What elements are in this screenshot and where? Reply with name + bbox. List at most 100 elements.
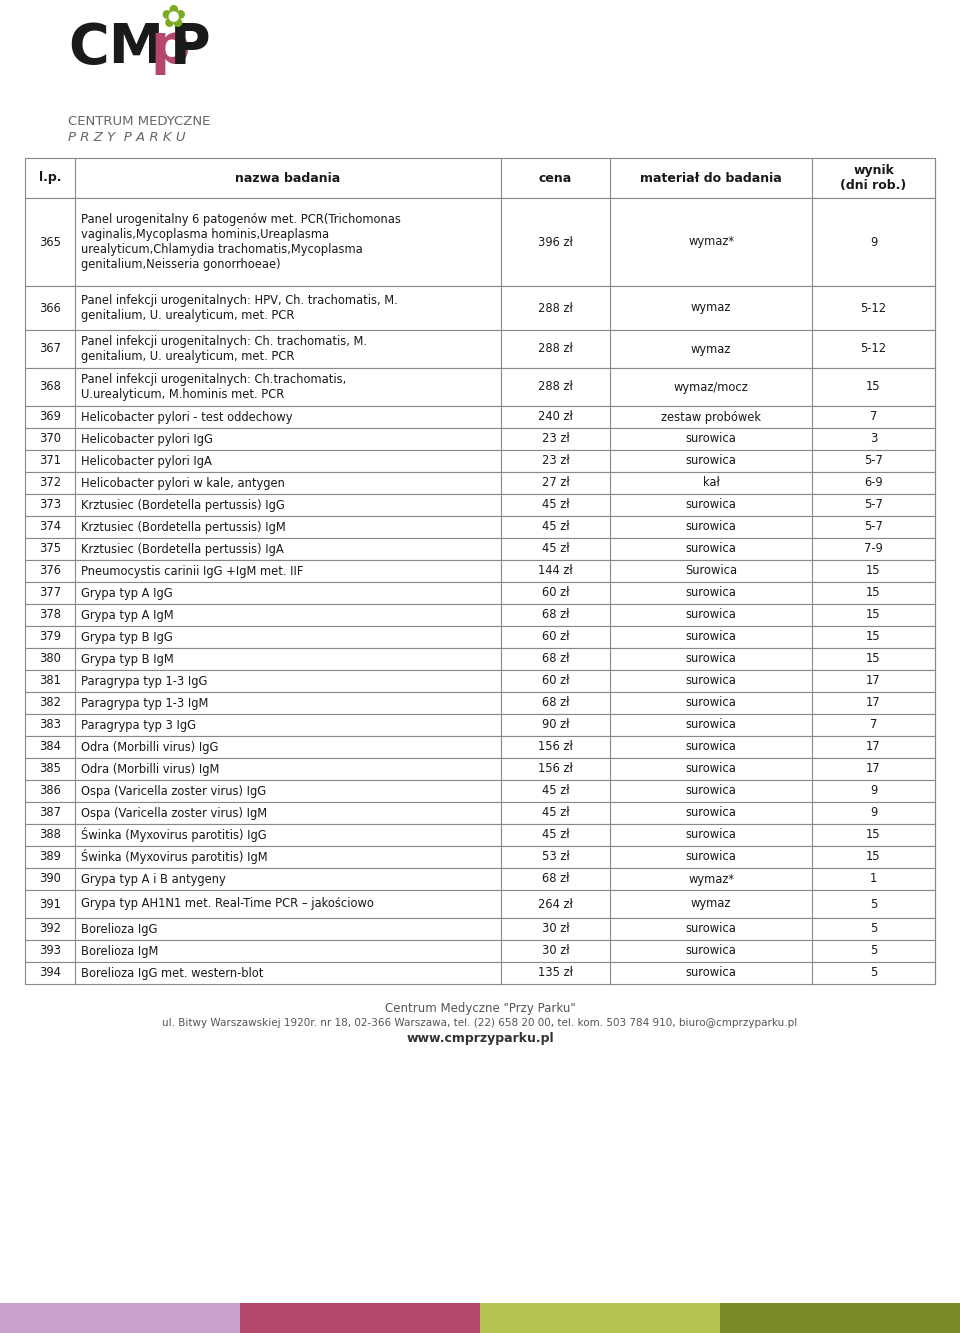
Bar <box>25 451 935 472</box>
Text: 391: 391 <box>39 897 61 910</box>
Text: Helicobacter pylori - test oddechowy: Helicobacter pylori - test oddechowy <box>81 411 293 424</box>
Text: surowica: surowica <box>685 945 736 957</box>
Text: 6-9: 6-9 <box>864 476 883 489</box>
Text: 23 zł: 23 zł <box>541 455 569 468</box>
Text: surowica: surowica <box>685 718 736 732</box>
Text: 240 zł: 240 zł <box>539 411 573 424</box>
Text: 383: 383 <box>39 718 61 732</box>
Text: 5: 5 <box>870 922 877 936</box>
Bar <box>25 940 935 962</box>
Text: Panel urogenitalny 6 patogenów met. PCR(Trichomonas
vaginalis,Mycoplasma hominis: Panel urogenitalny 6 patogenów met. PCR(… <box>81 213 401 271</box>
Bar <box>25 407 935 428</box>
Text: 7: 7 <box>870 411 877 424</box>
Text: 288 zł: 288 zł <box>539 301 573 315</box>
Text: CENTRUM MEDYCZNE: CENTRUM MEDYCZNE <box>68 115 210 128</box>
Text: wynik
(dni rob.): wynik (dni rob.) <box>840 164 906 192</box>
Text: 393: 393 <box>39 945 61 957</box>
Text: Odra (Morbilli virus) IgG: Odra (Morbilli virus) IgG <box>81 741 219 753</box>
Text: Panel infekcji urogenitalnych: HPV, Ch. trachomatis, M.
genitalium, U. urealytic: Panel infekcji urogenitalnych: HPV, Ch. … <box>81 295 397 323</box>
Text: surowica: surowica <box>685 850 736 864</box>
Text: 45 zł: 45 zł <box>541 543 569 556</box>
Bar <box>25 802 935 824</box>
Text: 387: 387 <box>39 806 61 820</box>
Text: 381: 381 <box>39 674 61 688</box>
Text: 366: 366 <box>39 301 61 315</box>
Text: 9: 9 <box>870 785 877 797</box>
Text: 45 zł: 45 zł <box>541 499 569 512</box>
Bar <box>25 670 935 692</box>
Text: Odra (Morbilli virus) IgM: Odra (Morbilli virus) IgM <box>81 762 220 776</box>
Text: 17: 17 <box>866 674 881 688</box>
Text: surowica: surowica <box>685 587 736 600</box>
Text: 144 zł: 144 zł <box>539 564 573 577</box>
Text: Świnka (Myxovirus parotitis) IgG: Świnka (Myxovirus parotitis) IgG <box>81 828 267 842</box>
Bar <box>25 604 935 627</box>
Text: wymaz: wymaz <box>691 897 732 910</box>
Text: Krztusiec (Bordetella pertussis) IgG: Krztusiec (Bordetella pertussis) IgG <box>81 499 285 512</box>
Text: Surowica: Surowica <box>685 564 737 577</box>
Text: 374: 374 <box>39 520 61 533</box>
Text: 368: 368 <box>39 380 61 393</box>
Text: Grypa typ A i B antygeny: Grypa typ A i B antygeny <box>81 873 226 885</box>
Text: 394: 394 <box>39 966 61 980</box>
Text: 377: 377 <box>39 587 61 600</box>
Text: Panel infekcji urogenitalnych: Ch.trachomatis,
U.urealyticum, M.hominis met. PCR: Panel infekcji urogenitalnych: Ch.tracho… <box>81 373 347 401</box>
Text: surowica: surowica <box>685 608 736 621</box>
Text: surowica: surowica <box>685 543 736 556</box>
Text: wymaz: wymaz <box>691 343 732 356</box>
Text: 379: 379 <box>39 631 61 644</box>
Text: wymaz: wymaz <box>691 301 732 315</box>
Text: 392: 392 <box>39 922 61 936</box>
Bar <box>25 758 935 780</box>
Text: 5: 5 <box>870 897 877 910</box>
Bar <box>25 648 935 670</box>
Text: Paragrypa typ 1-3 IgM: Paragrypa typ 1-3 IgM <box>81 697 208 709</box>
Bar <box>25 824 935 846</box>
Text: 68 zł: 68 zł <box>541 697 569 709</box>
Text: surowica: surowica <box>685 697 736 709</box>
Text: 45 zł: 45 zł <box>541 806 569 820</box>
Text: surowica: surowica <box>685 785 736 797</box>
Text: surowica: surowica <box>685 966 736 980</box>
Text: surowica: surowica <box>685 631 736 644</box>
Bar <box>25 472 935 495</box>
Text: surowica: surowica <box>685 741 736 753</box>
Text: 365: 365 <box>39 236 61 248</box>
Text: 388: 388 <box>39 829 61 841</box>
Text: 382: 382 <box>39 697 61 709</box>
Bar <box>25 714 935 736</box>
Text: Grypa typ B IgG: Grypa typ B IgG <box>81 631 173 644</box>
Text: 15: 15 <box>866 850 881 864</box>
Text: 68 zł: 68 zł <box>541 608 569 621</box>
Text: 288 zł: 288 zł <box>539 380 573 393</box>
Bar <box>25 539 935 560</box>
Text: Krztusiec (Bordetella pertussis) IgM: Krztusiec (Bordetella pertussis) IgM <box>81 520 286 533</box>
Text: 30 zł: 30 zł <box>541 945 569 957</box>
Bar <box>25 846 935 868</box>
Bar <box>25 560 935 583</box>
Text: 156 zł: 156 zł <box>539 762 573 776</box>
Text: zestaw probówek: zestaw probówek <box>661 411 761 424</box>
Text: wymaz*: wymaz* <box>688 873 734 885</box>
Text: surowica: surowica <box>685 922 736 936</box>
Text: 15: 15 <box>866 564 881 577</box>
Text: P R Z Y  P A R K U: P R Z Y P A R K U <box>68 131 185 144</box>
Bar <box>25 368 935 407</box>
Bar <box>25 199 935 287</box>
Text: 15: 15 <box>866 652 881 665</box>
Text: 386: 386 <box>39 785 61 797</box>
Bar <box>240 1302 480 1333</box>
Text: 45 zł: 45 zł <box>541 520 569 533</box>
Text: 389: 389 <box>39 850 61 864</box>
Text: 5-7: 5-7 <box>864 455 883 468</box>
Text: 369: 369 <box>39 411 61 424</box>
Text: materiał do badania: materiał do badania <box>640 172 782 184</box>
Text: 288 zł: 288 zł <box>539 343 573 356</box>
Text: 378: 378 <box>39 608 61 621</box>
Bar <box>25 918 935 940</box>
Text: 370: 370 <box>39 432 61 445</box>
Text: 90 zł: 90 zł <box>541 718 569 732</box>
Text: surowica: surowica <box>685 652 736 665</box>
Text: Krztusiec (Bordetella pertussis) IgA: Krztusiec (Bordetella pertussis) IgA <box>81 543 284 556</box>
Text: cena: cena <box>539 172 572 184</box>
